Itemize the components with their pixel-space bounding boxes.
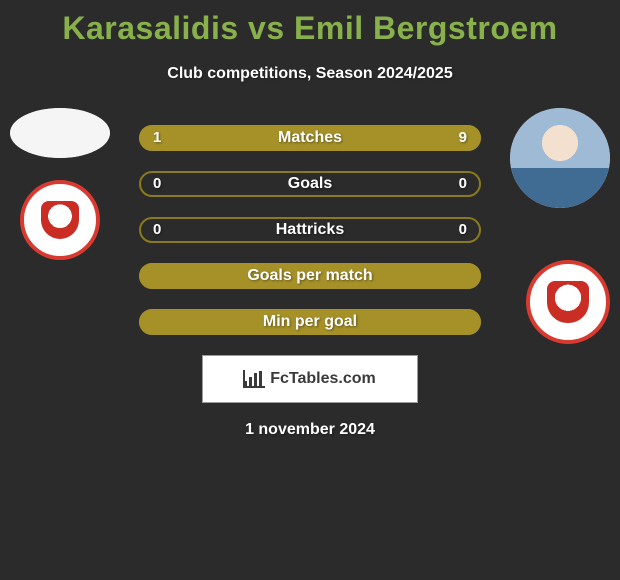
- stat-row: Goals0 0: [139, 171, 481, 197]
- watermark-box: FcTables.com: [202, 355, 418, 403]
- stat-value-left: 1: [153, 125, 161, 151]
- stat-value-left: 0: [153, 171, 161, 197]
- bar-chart-icon: [244, 371, 264, 387]
- page-title: Karasalidis vs Emil Bergstroem: [0, 0, 620, 47]
- stat-label: Goals per match: [139, 263, 481, 289]
- page-subtitle: Club competitions, Season 2024/2025: [0, 65, 620, 83]
- stat-label: Hattricks: [139, 217, 481, 243]
- stat-row: Goals per match: [139, 263, 481, 289]
- watermark-text: FcTables.com: [270, 370, 376, 388]
- stat-value-left: 0: [153, 217, 161, 243]
- stat-row: Min per goal: [139, 309, 481, 335]
- stat-rows-container: Matches19Goals00Hattricks00Goals per mat…: [139, 125, 481, 335]
- stat-row: Hattricks0 0: [139, 217, 481, 243]
- date-label: 1 november 2024: [0, 421, 620, 439]
- stat-value-right: 0: [459, 171, 467, 197]
- stat-label: Goals: [139, 171, 481, 197]
- stat-label: Min per goal: [139, 309, 481, 335]
- stat-value-right: 9: [459, 125, 467, 151]
- stat-value-right: 0: [459, 217, 467, 243]
- stat-label: Matches: [139, 125, 481, 151]
- stat-row: Matches1 9: [139, 125, 481, 151]
- comparison-infographic: Karasalidis vs Emil Bergstroem Club comp…: [0, 0, 620, 580]
- stats-area: Matches19Goals00Hattricks00Goals per mat…: [0, 125, 620, 439]
